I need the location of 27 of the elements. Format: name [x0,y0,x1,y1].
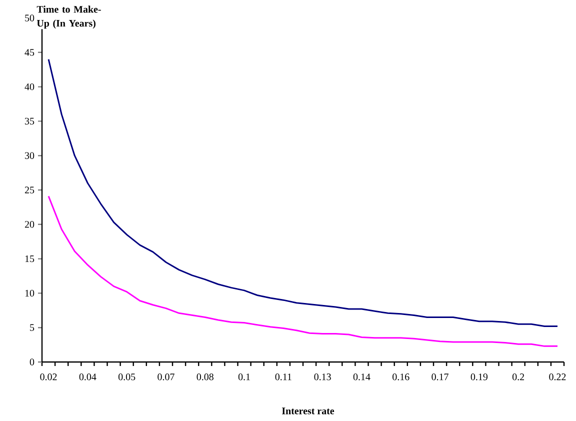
x-tick-label: 0.13 [314,374,331,380]
x-tick-label: 0.19 [470,374,488,380]
x-tick-label: 0.05 [118,374,136,380]
x-tick-label: 0.02 [40,374,57,380]
x-tick-label: 0.16 [392,374,410,380]
y-tick-label: 45 [24,49,34,56]
x-tick-label: 0.07 [158,374,174,380]
x-tick-label: 0.14 [353,374,370,380]
y-axis-title: Time to Make-Up (In Years) [36,6,101,29]
x-tick-label: 0.11 [275,374,292,380]
y-tick-label: 40 [24,83,34,90]
x-tick-label: 0.04 [79,374,96,380]
y-tick-label: 20 [24,221,34,228]
y-tick-label: 35 [25,118,34,125]
y-tick-label: 5 [30,324,34,331]
x-tick-label: 0.17 [432,374,448,380]
x-tick-label: 0.22 [549,374,566,380]
y-tick-label: 10 [25,290,34,297]
x-axis-title: Interest rate [282,408,334,414]
y-tick-label: 15 [25,255,34,262]
y-tick-label: 50 [25,14,34,22]
y-tick-label: 30 [25,152,34,159]
x-tick-label: 0.1 [238,374,250,380]
x-tick-label: 0.08 [196,374,214,380]
y-tick-label: 25 [24,186,34,194]
y-tick-label: 0 [30,358,34,366]
x-tick-label: 0.2 [512,374,524,380]
